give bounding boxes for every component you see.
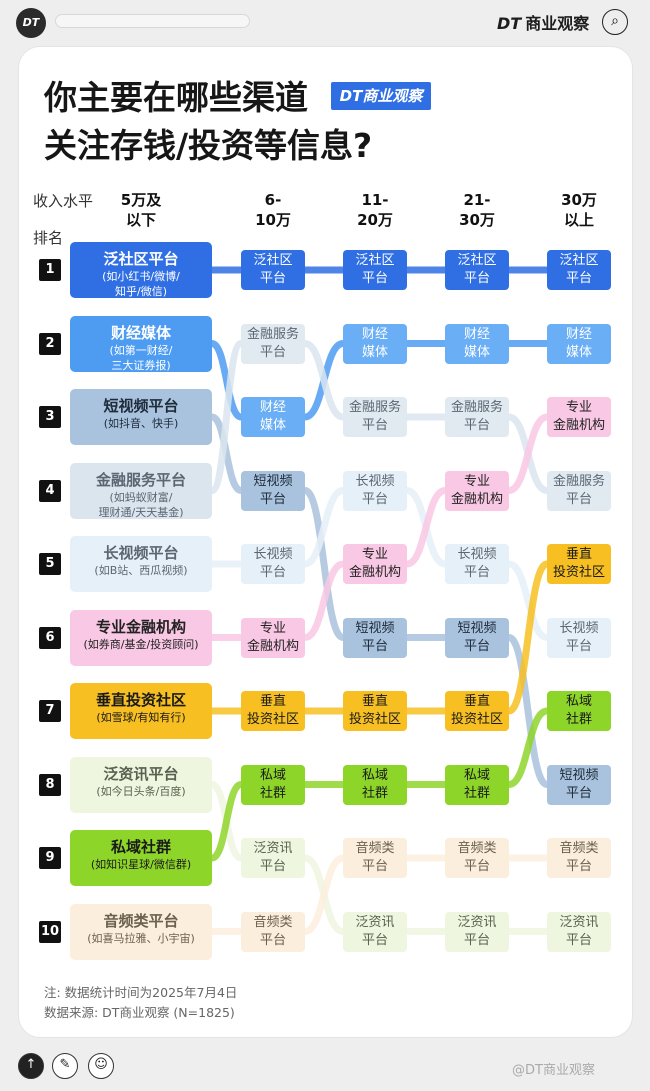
rank-cell: 泛资讯 平台 [445,911,509,952]
rank-label: 排名 [33,229,64,247]
rank-cell: 金融服务 平台 [547,470,611,511]
flow-line [210,781,579,936]
column-header: 5万及 以下 [120,191,162,229]
channel-box: 垂直投资社区 (如雪球/有知有行) [70,683,212,739]
scroll-top-icon[interactable]: ↑ [18,1053,44,1079]
rank-number: 10 [39,920,61,943]
rank-number: 9 [39,847,61,869]
column-header: 21- 30万 [459,191,495,229]
corner-watermark: @DT商业观察 [512,1063,595,1078]
rank-cell: 音频类 平台 [241,911,305,952]
rank-cell: 财经 媒体 [241,397,305,437]
rank-cell: 短视频 平台 [241,470,305,511]
rank-cell: 泛资讯 平台 [343,911,407,952]
channel-box: 私域社群 (如知识星球/微信群) [70,830,212,886]
rank-number: 7 [39,700,61,722]
footnote-source: 数据来源: DT商业观察 (N=1825) [44,1005,235,1020]
rank-cell: 短视频 平台 [547,764,611,805]
rank-cell: 音频类 平台 [445,838,509,878]
rank-cell: 垂直 投资社区 [343,691,407,731]
channel-box: 音频类平台 (如喜马拉雅、小宇宙) [70,903,212,960]
rank-cell: 垂直 投资社区 [445,691,509,731]
rank-cell: 泛社区 平台 [547,250,611,290]
channel-box: 专业金融机构 (如券商/基金/投资顾问) [70,609,212,666]
flow-line [212,413,579,641]
app-logo[interactable]: DT [16,8,46,38]
top-bar: DT DT 商业观察 ⌕ [0,0,650,44]
rank-cell: 泛资讯 平台 [241,838,305,878]
rank-cell: 金融服务 平台 [241,323,305,364]
rank-number: 3 [39,406,61,428]
rank-cell: 长视频 平台 [241,544,305,584]
rank-cell: 泛社区 平台 [343,250,407,290]
channel-box: 财经媒体 (如第一财经/三大证券报) [70,315,212,372]
channel-box: 泛资讯平台 (如今日头条/百度) [70,756,212,813]
rank-cell: 财经 媒体 [445,323,509,364]
rank-cell: 私域 社群 [343,764,407,805]
rank-number: 2 [39,332,61,355]
page-title: 你主要在哪些渠道 关注存钱/投资等信息? [44,78,373,165]
rank-cell: 泛资讯 平台 [547,911,611,952]
column-header: 11- 20万 [357,191,393,229]
rank-cell: 专业 金融机构 [343,544,407,584]
rank-cell: 泛社区 平台 [445,250,509,290]
rank-cell: 金融服务 平台 [343,397,407,437]
column-header: 6- 10万 [255,191,291,229]
rank-cell: 财经 媒体 [547,323,611,364]
rank-cell: 私域 社群 [241,764,305,805]
rank-cell: 音频类 平台 [547,838,611,878]
rank-cell: 垂直 投资社区 [547,544,611,584]
rank-number: 6 [39,626,61,649]
title-brand-tag: DT商业观察 [331,82,431,110]
rank-cell: 音频类 平台 [343,838,407,878]
flow-line [209,340,579,494]
rank-cell: 垂直 投资社区 [241,691,305,731]
rank-cell: 私域 社群 [445,764,509,805]
rank-cell: 短视频 平台 [445,617,509,658]
rank-cell: 专业 金融机构 [445,470,509,511]
channel-box: 泛社区平台 (如小红书/微博/知乎/微信) [70,242,212,298]
rank-cell: 泛社区 平台 [241,250,305,290]
rank-number: 4 [39,479,61,502]
rank-cell: 金融服务 平台 [445,397,509,437]
rank-cell: 专业 金融机构 [547,397,611,437]
footnote-date: 注: 数据统计时间为2025年7月4日 [44,985,238,1000]
channel-box: 短视频平台 (如抖音、快手) [70,389,212,445]
rank-number: 5 [39,553,61,575]
rank-cell: 长视频 平台 [445,544,509,584]
rank-cell: 长视频 平台 [547,617,611,658]
rank-number: 8 [39,773,61,796]
profile-icon[interactable]: ☺ [88,1053,114,1079]
edit-icon[interactable]: ✎ [52,1053,78,1079]
income-label: 收入水平 [33,192,94,210]
bottom-bar: ↑ ✎ ☺ @DT商业观察 [0,1043,650,1091]
flow-line [212,560,579,715]
brand-name: DT 商业观察 [497,14,590,33]
flow-line [211,487,579,641]
rank-cell: 短视频 平台 [343,617,407,658]
channel-box: 金融服务平台 (如蚂蚁财富/理财通/天天基金) [70,462,212,519]
rank-cell: 私域 社群 [547,691,611,731]
rank-cell: 专业 金融机构 [241,617,305,658]
channel-box: 长视频平台 (如B站、西瓜视频) [70,536,212,592]
column-header: 30万 以上 [561,191,597,229]
rank-number: 1 [39,259,61,281]
address-bar[interactable] [55,14,250,28]
rank-cell: 长视频 平台 [343,470,407,511]
rank-cell: 财经 媒体 [343,323,407,364]
search-icon[interactable]: ⌕ [602,9,628,35]
